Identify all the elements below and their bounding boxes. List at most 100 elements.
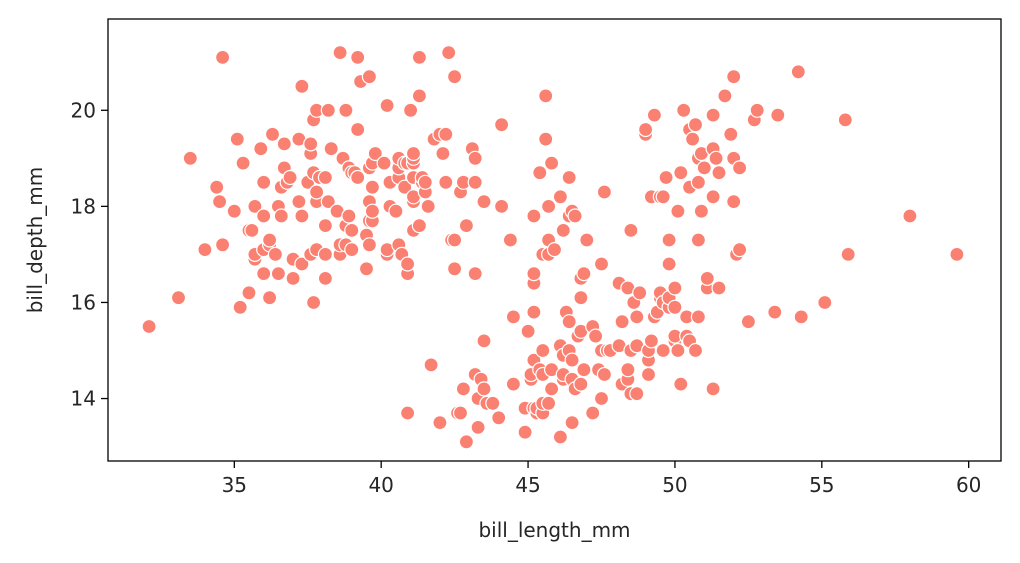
data-point	[576, 266, 592, 282]
data-point	[320, 194, 336, 210]
data-point	[673, 376, 689, 392]
data-point	[731, 242, 748, 258]
data-point	[538, 88, 554, 104]
data-point	[576, 362, 592, 378]
data-point	[256, 174, 272, 190]
data-point	[505, 309, 522, 325]
data-point	[526, 266, 542, 282]
data-point	[687, 342, 704, 359]
data-point	[432, 415, 448, 431]
points-layer	[141, 44, 965, 450]
data-point	[435, 145, 451, 162]
data-point	[405, 145, 422, 162]
data-point	[614, 314, 630, 330]
data-point	[587, 328, 604, 344]
data-point	[341, 208, 357, 224]
data-point	[376, 155, 392, 171]
data-point	[532, 165, 548, 181]
data-point	[235, 155, 251, 171]
data-point	[552, 189, 569, 205]
data-point	[655, 189, 671, 205]
data-point	[438, 126, 454, 142]
data-point	[670, 342, 686, 359]
x-tick-label: 60	[956, 473, 981, 497]
data-point	[344, 242, 360, 258]
data-point	[423, 357, 439, 373]
x-tick-label: 50	[662, 473, 687, 497]
y-tick-label: 16	[71, 290, 96, 314]
data-point	[726, 69, 742, 85]
data-point	[561, 314, 577, 330]
data-point	[294, 78, 310, 94]
data-point	[526, 208, 542, 224]
data-point	[770, 107, 786, 123]
data-point	[699, 270, 715, 286]
data-point	[276, 136, 292, 152]
data-point	[317, 169, 333, 186]
data-point	[494, 198, 510, 214]
data-point	[291, 194, 307, 210]
data-point	[552, 429, 569, 445]
data-point	[561, 169, 577, 186]
data-point	[502, 232, 518, 248]
data-point	[593, 256, 610, 272]
data-point	[505, 376, 522, 392]
x-tick-label: 55	[809, 473, 834, 497]
data-point	[447, 232, 463, 248]
data-point	[687, 117, 704, 133]
data-point	[696, 160, 712, 176]
data-point	[400, 405, 416, 421]
data-point	[317, 270, 333, 286]
data-point	[637, 121, 654, 138]
data-point	[840, 246, 856, 262]
data-point	[711, 165, 727, 181]
data-point	[564, 415, 580, 431]
data-point	[596, 184, 613, 200]
data-point	[273, 208, 289, 224]
data-point	[270, 266, 286, 282]
data-point	[585, 405, 601, 421]
data-point	[294, 208, 310, 224]
y-tick-label: 20	[71, 98, 96, 122]
x-tick-label: 45	[515, 473, 540, 497]
data-point	[215, 237, 231, 253]
data-point	[661, 232, 677, 248]
data-point	[629, 309, 645, 325]
data-point	[267, 246, 283, 262]
data-point	[361, 237, 377, 253]
data-point	[676, 102, 692, 118]
data-point	[285, 270, 301, 286]
data-point	[673, 165, 689, 181]
data-point	[793, 309, 809, 325]
data-point	[256, 208, 272, 224]
data-point	[540, 198, 557, 214]
data-point	[629, 386, 645, 402]
data-point	[491, 410, 507, 426]
data-point	[643, 333, 660, 349]
data-point	[494, 117, 510, 133]
data-point	[417, 174, 433, 190]
data-point	[740, 314, 757, 330]
data-point	[323, 141, 339, 157]
data-point	[320, 102, 336, 118]
data-point	[262, 232, 278, 248]
data-point	[247, 198, 263, 214]
data-point	[215, 49, 231, 66]
data-point	[306, 294, 322, 311]
data-point	[476, 333, 492, 349]
data-point	[640, 366, 657, 383]
data-point	[949, 246, 965, 262]
data-point	[209, 179, 225, 195]
data-point	[420, 198, 436, 214]
data-point	[262, 290, 278, 306]
data-point	[670, 203, 686, 219]
data-point	[564, 352, 580, 368]
data-point	[411, 218, 427, 234]
x-tick-label: 40	[368, 473, 393, 497]
data-point	[467, 150, 483, 166]
data-point	[458, 218, 474, 234]
data-point	[705, 189, 721, 205]
data-point	[749, 102, 765, 118]
data-point	[361, 69, 377, 85]
data-point	[540, 395, 557, 411]
